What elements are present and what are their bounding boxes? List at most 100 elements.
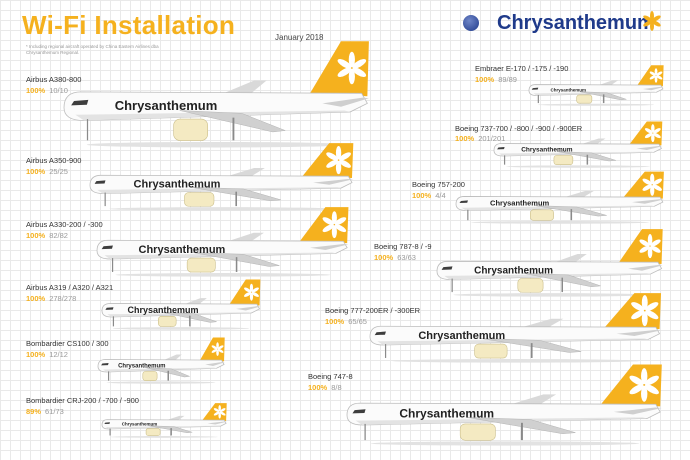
fleet-count: 65/65 bbox=[348, 317, 367, 326]
engine bbox=[474, 343, 508, 359]
engine bbox=[145, 428, 161, 436]
fleet-count: 12/12 bbox=[49, 350, 68, 359]
fleet-percent: 100% bbox=[325, 317, 345, 326]
livery-text: Chrysanthemum bbox=[521, 147, 573, 154]
fleet-stat-777: 100% 65/65 bbox=[325, 317, 367, 326]
tail-fin bbox=[202, 403, 227, 422]
nose-gear bbox=[467, 209, 469, 221]
stabilizer bbox=[636, 146, 663, 151]
livery-text: Chrysanthemum bbox=[128, 305, 199, 315]
engine bbox=[553, 155, 574, 166]
tail-flower-icon bbox=[644, 124, 661, 143]
livery-text: Chrysanthemum bbox=[134, 179, 221, 191]
fleet-count: 8/8 bbox=[331, 383, 342, 392]
fleet-percent: 100% bbox=[308, 383, 328, 392]
nose-gear bbox=[107, 371, 110, 381]
fleet-count: 201/201 bbox=[478, 134, 506, 143]
fleet-stat-747: 100% 8/8 bbox=[308, 383, 342, 392]
nose-gear bbox=[111, 258, 114, 272]
airplane-737: Chrysanthemum bbox=[493, 121, 663, 168]
flower-logo-icon bbox=[643, 11, 661, 31]
landing-gear bbox=[167, 370, 169, 381]
fleet-stat-e170: 100% 89/89 bbox=[475, 75, 517, 84]
fleet-percent: 100% bbox=[26, 294, 46, 303]
near-wing bbox=[148, 425, 193, 433]
ground-shadow bbox=[453, 293, 647, 297]
engine bbox=[576, 94, 593, 104]
airplane-cs100: Chrysanthemum bbox=[97, 337, 225, 384]
fleet-percent: 100% bbox=[26, 86, 46, 95]
nose-gear bbox=[109, 428, 111, 436]
fleet-stat-cs100: 100% 12/12 bbox=[26, 350, 68, 359]
ground-shadow bbox=[115, 273, 331, 277]
landing-gear bbox=[570, 209, 573, 221]
tail-fin bbox=[229, 279, 261, 306]
engine bbox=[530, 209, 554, 221]
cockpit-window bbox=[459, 200, 468, 204]
page-title: Wi-Fi Installation bbox=[22, 10, 236, 40]
fleet-percent: 100% bbox=[26, 350, 46, 359]
fleet-label-747: Boeing 747-8 bbox=[308, 372, 353, 381]
fleet-percent: 100% bbox=[475, 75, 495, 84]
airplane-747: Chrysanthemum bbox=[346, 364, 662, 446]
fleet-count: 4/4 bbox=[435, 191, 446, 200]
landing-gear bbox=[235, 191, 238, 207]
landing-gear bbox=[602, 94, 605, 104]
near-wing bbox=[557, 151, 616, 162]
fleet-label-737: Boeing 737-700 / -800 / -900 / -900ER bbox=[455, 124, 583, 133]
fleet-label-cs100: Bombardier CS100 / 300 bbox=[26, 339, 109, 348]
cockpit-window bbox=[71, 99, 89, 106]
ground-shadow bbox=[109, 207, 335, 211]
fleet-stat-787: 100% 63/63 bbox=[374, 253, 416, 262]
landing-gear bbox=[232, 117, 235, 141]
tail-fin bbox=[629, 121, 663, 146]
tail-flower-icon bbox=[642, 173, 662, 196]
livery-text: Chrysanthemum bbox=[115, 98, 218, 113]
fleet-label-787: Boeing 787-8 / -9 bbox=[374, 242, 432, 251]
fleet-percent: 89% bbox=[26, 407, 42, 416]
nose-gear bbox=[364, 423, 366, 441]
airplane-e170: Chrysanthemum bbox=[528, 65, 664, 106]
fleet-label-a320: Airbus A319 / A320 / A321 bbox=[26, 283, 114, 292]
ground-shadow bbox=[538, 103, 654, 106]
landing-gear bbox=[530, 343, 533, 358]
tail-fin bbox=[619, 229, 663, 265]
fleet-percent: 100% bbox=[26, 231, 46, 240]
fleet-stat-crj: 89% 61/73 bbox=[26, 407, 64, 416]
near-wing bbox=[480, 338, 582, 353]
tail-flower-icon bbox=[244, 283, 259, 301]
airplane-crj: Chrysanthemum bbox=[101, 403, 227, 438]
fleet-stat-a350: 100% 25/25 bbox=[26, 167, 68, 176]
livery-text: Chrysanthemum bbox=[474, 265, 553, 276]
engine bbox=[184, 192, 215, 207]
fleet-count: 10/10 bbox=[49, 86, 68, 95]
engine bbox=[186, 257, 216, 273]
landing-gear bbox=[561, 277, 563, 293]
landing-gear bbox=[521, 422, 523, 441]
stabilizer bbox=[313, 178, 354, 185]
ground-shadow bbox=[86, 141, 348, 148]
engine bbox=[142, 371, 158, 382]
tail-flower-icon bbox=[322, 211, 347, 239]
tail-fin bbox=[623, 171, 664, 199]
tail-fin bbox=[601, 364, 662, 407]
cockpit-window bbox=[101, 245, 113, 250]
livery-text: Chrysanthemum bbox=[399, 407, 494, 421]
stabilizer bbox=[207, 421, 227, 425]
livery-text: Chrysanthemum bbox=[122, 422, 158, 427]
engine bbox=[459, 423, 496, 441]
engine bbox=[158, 316, 177, 327]
airplane-757: Chrysanthemum bbox=[455, 171, 664, 224]
tail-flower-icon bbox=[631, 295, 659, 327]
nose-gear bbox=[537, 94, 539, 104]
stabilizer bbox=[322, 97, 369, 107]
fleet-label-757: Boeing 757-200 bbox=[412, 180, 465, 189]
tail-fin bbox=[310, 41, 369, 97]
cockpit-window bbox=[374, 331, 386, 336]
fleet-count: 82/82 bbox=[49, 231, 68, 240]
fleet-count: 63/63 bbox=[397, 253, 416, 262]
fleet-label-a380: Airbus A380-800 bbox=[26, 75, 82, 84]
fleet-stat-a330: 100% 82/82 bbox=[26, 231, 68, 240]
cockpit-window bbox=[105, 307, 114, 310]
ground-shadow bbox=[370, 441, 640, 446]
